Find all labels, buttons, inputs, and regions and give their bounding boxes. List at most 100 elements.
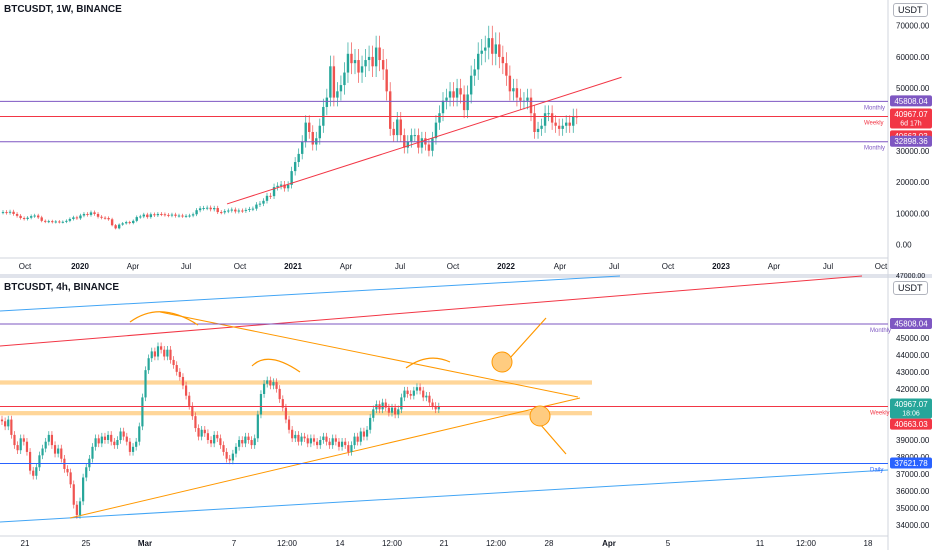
weekly-candle	[153, 214, 156, 216]
weekly-candle	[1, 212, 5, 214]
4h-candle	[97, 438, 100, 444]
4h-candle	[225, 451, 228, 459]
weekly-candle	[276, 185, 279, 188]
weekly-channel-upper	[0, 275, 621, 312]
weekly-candle	[543, 113, 547, 126]
4h-candle	[350, 445, 353, 452]
4h-candle	[103, 436, 107, 440]
4h-candle	[41, 448, 44, 456]
4h-candle	[25, 441, 29, 452]
4h-x-tick-label: Mar	[138, 539, 152, 548]
4h-x-tick-label: Apr	[602, 539, 616, 548]
4h-candle	[387, 407, 390, 413]
weekly-x-tick-label: Oct	[447, 262, 460, 271]
weekly-level-tag: Monthly	[864, 105, 885, 111]
weekly-candle	[336, 91, 339, 98]
weekly-candle	[47, 221, 50, 223]
4h-candle	[238, 440, 241, 447]
weekly-candle	[93, 212, 96, 214]
4h-candle	[0, 419, 4, 422]
weekly-candle	[385, 69, 388, 92]
weekly-candle	[480, 50, 483, 54]
weekly-x-tick-label: Jul	[181, 262, 191, 271]
weekly-candle	[205, 207, 209, 209]
weekly-candle	[125, 222, 128, 224]
weekly-candle	[469, 75, 473, 95]
4h-candle	[316, 441, 319, 446]
4h-candle	[384, 402, 387, 408]
4h-tag-close: 40663.03	[894, 420, 928, 429]
weekly-y-tick-label-next: 47000.00	[896, 273, 925, 280]
weekly-y-tick-label: 0.00	[896, 241, 912, 250]
weekly-candle	[283, 184, 286, 189]
weekly-x-tick-label: Jul	[609, 262, 619, 271]
4h-x-tick-label: 28	[545, 539, 554, 548]
weekly-candle	[142, 214, 145, 217]
weekly-candle	[540, 125, 543, 129]
4h-candle	[365, 429, 369, 437]
4h-x-tick-label: 12:00	[796, 539, 817, 548]
weekly-x-tick-label: Apr	[554, 262, 567, 271]
4h-x-tick-label: 21	[440, 539, 449, 548]
4h-candle	[50, 434, 54, 446]
weekly-candle	[434, 122, 438, 139]
4h-y-tick-label: 39000.00	[896, 436, 930, 445]
4h-candle	[32, 470, 35, 476]
4h-candle	[209, 440, 213, 444]
weekly-candle	[519, 97, 522, 101]
4h-candle	[403, 390, 406, 398]
weekly-x-tick-label: Apr	[768, 262, 781, 271]
4h-currency-button[interactable]: USDT	[893, 281, 928, 295]
weekly-y-tick-label: 30000.00	[896, 147, 930, 156]
4h-level-tag: Weekly	[870, 410, 890, 416]
4h-candle	[319, 440, 322, 446]
4h-x-tick-label: 14	[336, 539, 345, 548]
weekly-candle	[572, 116, 575, 126]
weekly-candle	[448, 91, 452, 98]
4h-red-trendline	[0, 275, 863, 347]
weekly-candle	[117, 224, 121, 229]
4h-candle	[381, 402, 384, 410]
weekly-candle	[213, 208, 216, 210]
weekly-candle	[392, 128, 395, 136]
4h-candle	[60, 448, 63, 459]
weekly-candle	[167, 214, 170, 216]
4h-candle	[300, 436, 303, 442]
weekly-candle	[202, 208, 205, 210]
weekly-candle	[279, 184, 283, 186]
4h-candle	[353, 436, 356, 446]
weekly-candle	[304, 122, 307, 142]
weekly-candle	[209, 207, 212, 210]
4h-candle	[216, 434, 219, 439]
4h-tag-daily: 37621.78	[894, 459, 928, 468]
weekly-x-tick-label: Apr	[340, 262, 353, 271]
4h-candle	[272, 382, 275, 386]
weekly-candle	[272, 187, 276, 197]
4h-candle	[135, 441, 138, 447]
weekly-currency-button[interactable]: USDT	[893, 3, 928, 17]
4h-candle	[269, 380, 272, 386]
4h-candle	[228, 458, 231, 461]
4h-candle	[200, 429, 203, 437]
weekly-candle	[5, 212, 8, 214]
4h-candle	[91, 446, 94, 459]
4h-candle	[222, 445, 225, 452]
4h-x-tick-label: 25	[82, 539, 91, 548]
4h-channel-lower	[0, 469, 889, 523]
4h-candle	[100, 436, 103, 444]
4h-y-tick-label: 37000.00	[896, 470, 930, 479]
weekly-candle	[371, 56, 374, 67]
4h-candle	[175, 365, 178, 372]
weekly-candle	[241, 210, 244, 212]
weekly-candle	[505, 63, 508, 76]
weekly-candle	[515, 88, 519, 98]
4h-candle	[372, 409, 375, 418]
weekly-tag-weekly: 40967.07	[894, 110, 928, 119]
4h-candle	[328, 441, 331, 446]
4h-candle	[412, 390, 415, 396]
4h-candle	[291, 429, 294, 439]
4h-candle	[53, 445, 57, 454]
weekly-candle	[135, 217, 138, 221]
weekly-candle	[170, 214, 174, 216]
4h-candle	[28, 451, 32, 471]
